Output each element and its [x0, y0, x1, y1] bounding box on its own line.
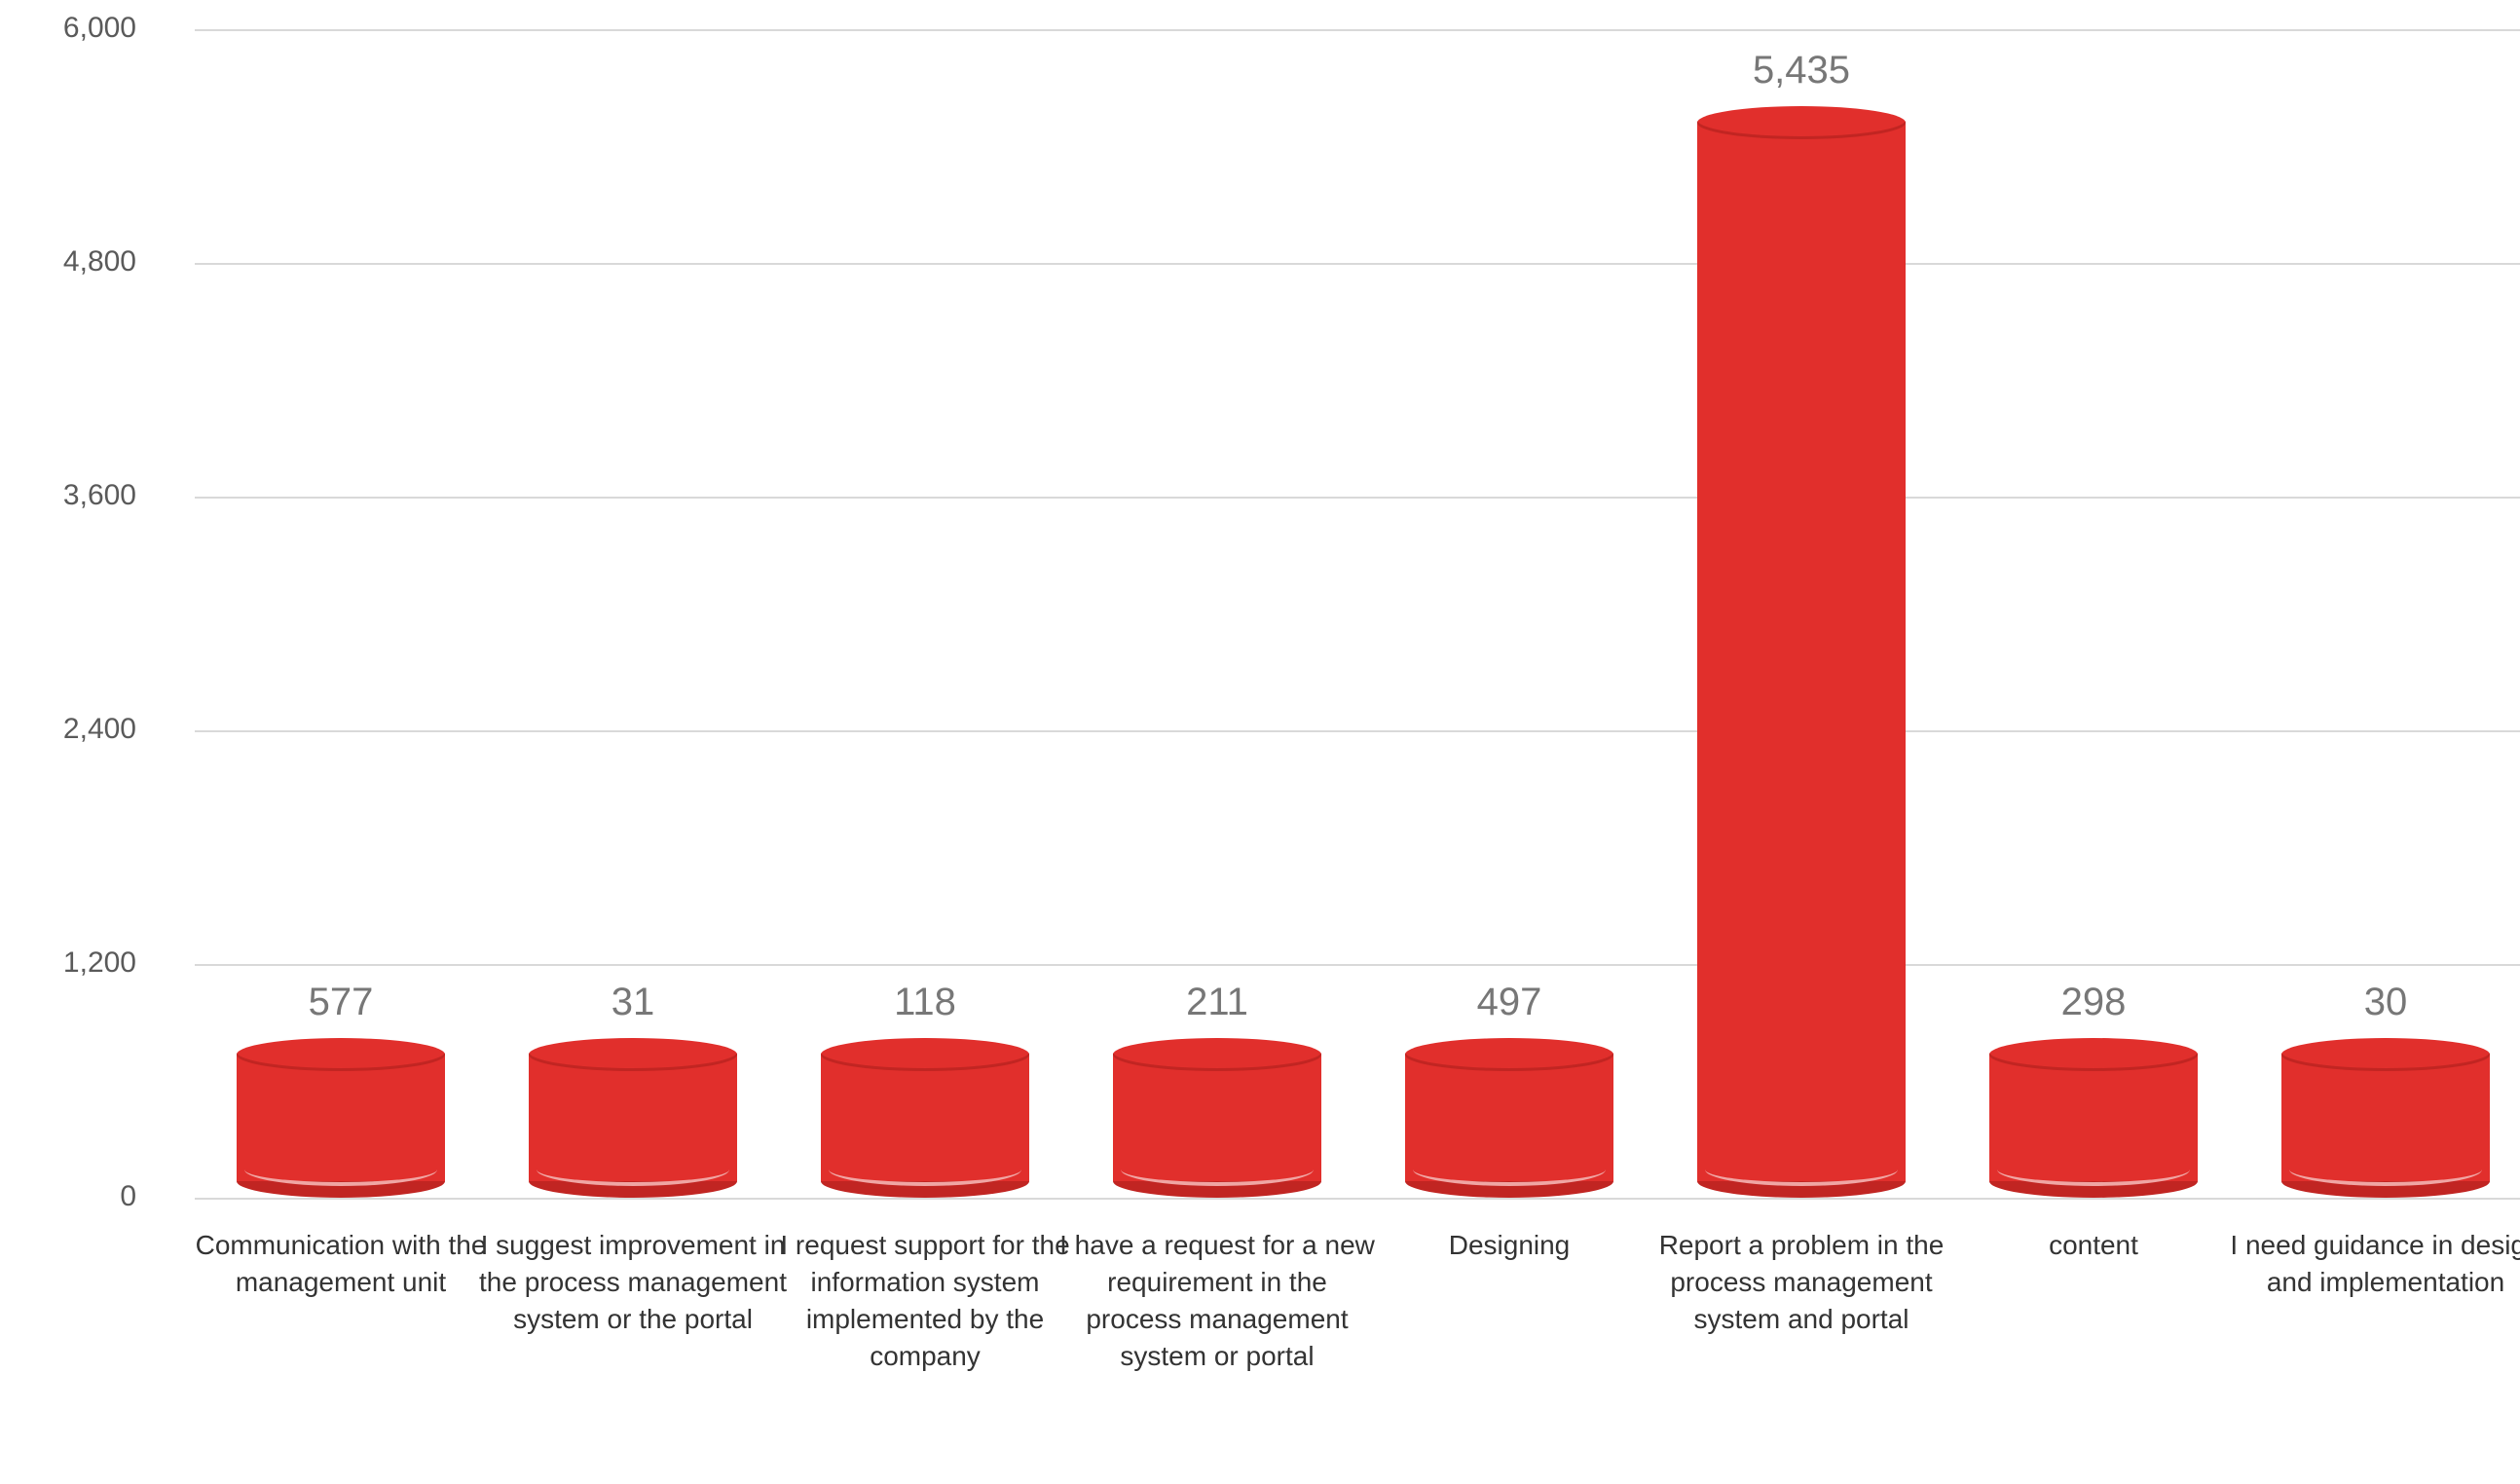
bar-value-label: 5,435 — [1658, 49, 1945, 93]
bar — [1405, 1038, 1613, 1198]
gridline — [195, 1198, 2520, 1200]
bar-value-label: 30 — [2242, 981, 2520, 1024]
bar-body — [1697, 123, 1906, 1181]
x-category-label: I request support for the information sy… — [764, 1227, 1086, 1375]
bar-bottom-rim — [1121, 1153, 1314, 1186]
bar-top-ellipse — [1113, 1038, 1321, 1071]
bar-value-label: 31 — [490, 981, 776, 1024]
bar-value-label: 118 — [782, 981, 1068, 1024]
bar — [237, 1038, 445, 1198]
bar-value-label: 497 — [1366, 981, 1652, 1024]
bar-bottom-rim — [244, 1153, 437, 1186]
bar — [821, 1038, 1029, 1198]
x-category-label: Communication with the management unit — [180, 1227, 501, 1301]
x-category-label: I have a request for a new requirement i… — [1056, 1227, 1378, 1375]
y-tick-label: 3,600 — [0, 479, 136, 512]
bar-bottom-rim — [829, 1153, 1021, 1186]
bar-top-ellipse — [1989, 1038, 2198, 1071]
y-tick-label: 4,800 — [0, 245, 136, 278]
bar-top-ellipse — [1697, 106, 1906, 139]
x-category-label: content — [1933, 1227, 2254, 1264]
x-category-label: I need guidance in design and implementa… — [2225, 1227, 2520, 1301]
x-category-label: Designing — [1349, 1227, 1670, 1264]
bar — [1113, 1038, 1321, 1198]
bar-bottom-rim — [1413, 1153, 1606, 1186]
y-tick-label: 2,400 — [0, 713, 136, 746]
y-tick-label: 6,000 — [0, 12, 136, 45]
y-tick-label: 0 — [0, 1180, 136, 1213]
x-category-label: I suggest improvement in the process man… — [472, 1227, 794, 1338]
bar-value-label: 577 — [198, 981, 484, 1024]
plot-area: 01,2002,4003,6004,8006,00057731118211497… — [195, 29, 2520, 1198]
bar-value-label: 211 — [1074, 981, 1360, 1024]
bars-layer: 57731118211497 5,435 29830 — [195, 29, 2520, 1198]
bar-bottom-rim — [537, 1153, 729, 1186]
y-tick-label: 1,200 — [0, 946, 136, 980]
bar — [529, 1038, 737, 1198]
bar-bottom-rim — [2289, 1153, 2482, 1186]
bar-value-label: 298 — [1950, 981, 2237, 1024]
bar-top-ellipse — [529, 1038, 737, 1071]
bar — [2281, 1038, 2490, 1198]
bar-top-ellipse — [237, 1038, 445, 1071]
bar-top-ellipse — [1405, 1038, 1613, 1071]
bar — [1697, 106, 1906, 1198]
x-category-label: Report a problem in the process manageme… — [1641, 1227, 1962, 1338]
bar — [1989, 1038, 2198, 1198]
bar-bottom-rim — [1705, 1153, 1898, 1186]
bar-top-ellipse — [2281, 1038, 2490, 1071]
cylinder-bar-chart: 0 1,200 2,400 3,600 4,800 6,000 57731118211497… — [0, 0, 2520, 1484]
bar-bottom-rim — [1997, 1153, 2190, 1186]
bar-top-ellipse — [821, 1038, 1029, 1071]
